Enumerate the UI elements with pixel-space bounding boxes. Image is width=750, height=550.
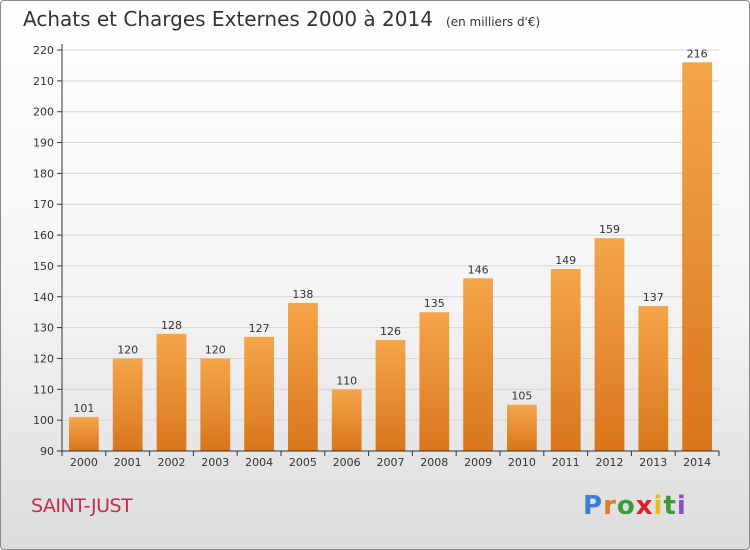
x-tick-label-2008: 2008 [420,456,448,469]
value-label-2002: 128 [161,319,182,332]
value-label-2009: 146 [468,263,489,276]
value-label-2007: 126 [380,325,401,338]
logo-letter: o [616,491,636,521]
value-label-2000: 101 [73,402,94,415]
chart-unit: (en milliers d'€) [446,15,541,29]
y-tick-label-170: 170 [33,198,54,211]
x-tick-label-2002: 2002 [158,456,186,469]
y-tick-label-180: 180 [33,167,54,180]
x-tick-label-2013: 2013 [639,456,667,469]
y-tick-label-160: 160 [33,229,54,242]
value-label-2004: 127 [249,322,270,335]
axes: 90 100 110 120 130 140 150 160 170 180 190 200 210 22… [33,44,720,469]
bar-2003 [200,358,231,451]
logo-letter: t [663,491,677,521]
proxiti-logo: Proxiti [583,491,687,521]
logo-letter: P [583,491,604,521]
x-tick-label-2011: 2011 [552,456,580,469]
x-tick-label-2006: 2006 [333,456,361,469]
x-tick-label-2012: 2012 [596,456,624,469]
value-label-2010: 105 [511,390,532,403]
logo-letter: i [676,491,687,521]
bar-2006 [331,389,362,451]
title-row: Achats et Charges Externes 2000 à 2014 (… [23,7,540,31]
bar-2001 [112,358,143,451]
value-label-2012: 159 [599,223,620,236]
y-tick-label-210: 210 [33,75,54,88]
y-tick-label-100: 100 [33,414,54,427]
bar-2013 [638,306,669,451]
chart-title: Achats et Charges Externes 2000 à 2014 [23,7,433,31]
value-label-2005: 138 [292,288,313,301]
y-tick-label-130: 130 [33,322,54,335]
logo-letter: i [653,491,664,521]
x-tick-label-2001: 2001 [114,456,142,469]
bar-2009 [463,278,493,451]
y-tick-label-220: 220 [33,44,54,57]
x-tick-label-2004: 2004 [245,456,273,469]
bars [69,62,712,451]
x-tick-label-2014: 2014 [683,456,711,469]
bar-2010 [507,404,537,451]
x-tick-label-2000: 2000 [70,456,98,469]
y-tick-label-90: 90 [40,445,54,458]
y-tick-label-190: 190 [33,137,54,150]
x-tick-label-2009: 2009 [464,456,492,469]
y-tick-label-140: 140 [33,291,54,304]
bar-2005 [288,302,318,451]
bar-2004 [244,336,274,451]
city-name: SAINT-JUST [31,495,133,517]
value-label-2008: 135 [424,297,445,310]
bar-2014 [682,62,712,451]
value-label-2013: 137 [643,291,664,304]
value-label-2003: 120 [205,343,226,356]
y-tick-label-200: 200 [33,106,54,119]
bar-2012 [594,238,625,451]
bar-2007 [375,339,406,451]
bar-2002 [156,333,187,451]
value-label-2014: 216 [687,47,708,60]
bar-2000 [69,417,99,451]
bar-2008 [419,312,450,451]
x-tick-label-2007: 2007 [377,456,405,469]
y-tick-label-110: 110 [33,383,54,396]
x-tick-label-2003: 2003 [201,456,229,469]
logo-letter: x [635,491,654,521]
y-tick-label-150: 150 [33,260,54,273]
value-label-2006: 110 [336,374,357,387]
value-label-2001: 120 [117,343,138,356]
value-label-2011: 149 [555,254,576,267]
y-tick-label-120: 120 [33,352,54,365]
x-tick-label-2005: 2005 [289,456,317,469]
value-labels: 101 120 128 120 127 138 110 126 135 146 105 149 159 1… [73,47,707,415]
logo-letter: r [603,491,617,521]
bar-2011 [550,269,581,451]
x-tick-label-2010: 2010 [508,456,536,469]
